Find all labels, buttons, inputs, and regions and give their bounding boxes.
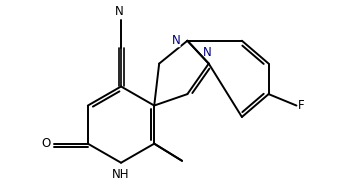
Text: N: N — [115, 5, 124, 18]
Text: O: O — [41, 137, 50, 150]
Text: N: N — [172, 34, 181, 47]
Text: NH: NH — [112, 169, 130, 181]
Text: F: F — [298, 99, 305, 112]
Text: N: N — [202, 46, 211, 59]
